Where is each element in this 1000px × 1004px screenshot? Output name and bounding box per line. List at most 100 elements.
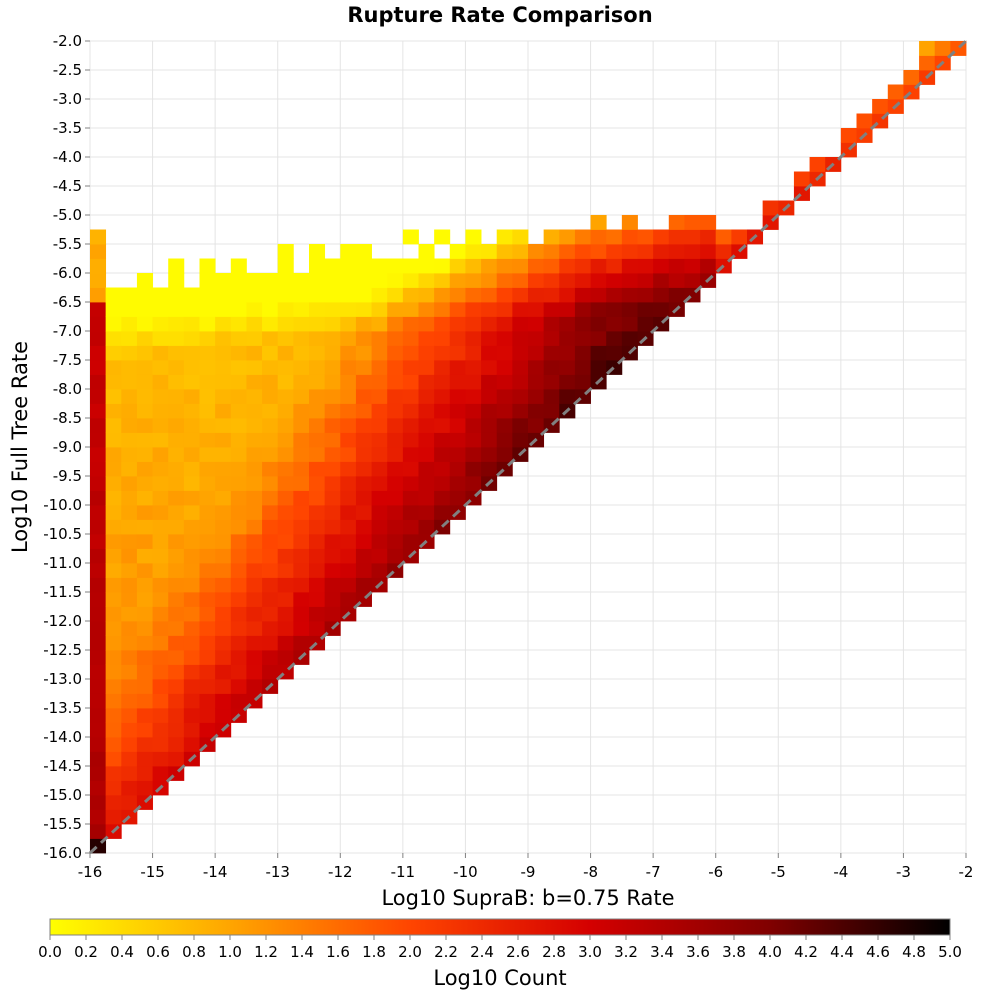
heatmap-cell — [371, 505, 388, 520]
heatmap-cell — [355, 432, 372, 448]
heatmap-cell — [246, 418, 263, 433]
heatmap-cell — [606, 302, 623, 317]
heatmap-cell — [418, 316, 435, 332]
heatmap-cell — [887, 84, 904, 100]
heatmap-cell — [496, 418, 513, 433]
heatmap-cell — [230, 316, 247, 332]
heatmap-cell — [402, 258, 419, 274]
heatmap-cell — [543, 374, 560, 390]
heatmap-cell — [465, 447, 482, 462]
heatmap-cell — [293, 302, 310, 317]
heatmap-cell — [621, 302, 638, 317]
heatmap-cell — [543, 345, 560, 361]
heatmap-cell — [121, 664, 138, 680]
y-tick-label: -12.5 — [43, 641, 82, 659]
heatmap-cell — [246, 432, 263, 448]
x-tick-label: -9 — [521, 863, 536, 881]
y-tick-label: -9.0 — [53, 438, 82, 456]
heatmap-cell — [168, 476, 185, 491]
heatmap-cell — [215, 360, 232, 375]
heatmap-cell — [449, 389, 466, 404]
heatmap-cell — [637, 316, 654, 332]
heatmap-cell — [168, 679, 185, 694]
heatmap-cell — [309, 548, 326, 564]
heatmap-cell — [152, 548, 169, 564]
heatmap-cell — [183, 418, 200, 433]
heatmap-cell — [121, 302, 138, 317]
heatmap-cell — [121, 766, 138, 781]
heatmap-cell — [168, 519, 185, 535]
x-tick-label: -8 — [583, 863, 598, 881]
heatmap-cell — [262, 273, 279, 288]
heatmap-cell — [387, 389, 404, 404]
heatmap-cell — [105, 345, 122, 361]
heatmap-cell — [324, 476, 341, 491]
heatmap-cell — [246, 389, 263, 404]
heatmap-cell — [168, 360, 185, 375]
colorbar-tick-label: 0.4 — [110, 943, 134, 961]
heatmap-cell — [136, 331, 153, 346]
heatmap-cell — [402, 316, 419, 332]
heatmap-cell — [309, 534, 326, 549]
heatmap-cell — [340, 418, 357, 433]
heatmap-cell — [168, 534, 185, 549]
heatmap-cell — [355, 302, 372, 317]
heatmap-cell — [136, 766, 153, 781]
heatmap-cell — [355, 476, 372, 491]
heatmap-cell — [387, 302, 404, 317]
heatmap-cell — [340, 302, 357, 317]
heatmap-cell — [449, 345, 466, 361]
heatmap-cell — [90, 331, 107, 346]
heatmap-cell — [309, 621, 326, 636]
heatmap-cell — [355, 258, 372, 274]
heatmap-cell — [496, 302, 513, 317]
heatmap-cell — [168, 302, 185, 317]
heatmap-cell — [559, 287, 576, 303]
heatmap-cell — [496, 287, 513, 303]
heatmap-cell — [246, 577, 263, 593]
heatmap-cell — [512, 287, 529, 303]
heatmap-cell — [653, 244, 670, 259]
heatmap-cell — [136, 621, 153, 636]
heatmap-cell — [136, 447, 153, 462]
y-tick-label: -11.5 — [43, 583, 82, 601]
heatmap-cell — [355, 548, 372, 564]
heatmap-cell — [215, 679, 232, 694]
heatmap-cell — [105, 708, 122, 723]
heatmap-cell — [574, 273, 591, 288]
heatmap-cell — [465, 258, 482, 274]
heatmap-cell — [574, 229, 591, 245]
heatmap-cell — [183, 505, 200, 520]
heatmap-cell — [168, 447, 185, 462]
heatmap-cell — [105, 548, 122, 564]
heatmap-cell — [136, 780, 153, 796]
heatmap-cell — [152, 650, 169, 665]
heatmap-cell — [277, 534, 294, 549]
heatmap-cell — [496, 229, 513, 245]
heatmap-cell — [418, 374, 435, 390]
heatmap-cell — [715, 244, 732, 259]
heatmap-cell — [168, 563, 185, 578]
heatmap-cell — [121, 751, 138, 767]
y-tick-label: -9.5 — [53, 467, 82, 485]
heatmap-cell — [309, 403, 326, 419]
y-axis-label: Log10 Full Tree Rate — [8, 341, 32, 553]
heatmap-cell — [559, 331, 576, 346]
heatmap-cell — [574, 360, 591, 375]
heatmap-cell — [215, 374, 232, 390]
heatmap-cell — [168, 577, 185, 593]
heatmap-cell — [262, 302, 279, 317]
heatmap-cell — [293, 606, 310, 622]
heatmap-cell — [230, 679, 247, 694]
heatmap-cell — [324, 606, 341, 622]
colorbar-tick-label: 1.2 — [254, 943, 278, 961]
heatmap-cell — [387, 287, 404, 303]
heatmap-cell — [121, 577, 138, 593]
heatmap-cell — [590, 244, 607, 259]
heatmap-cell — [199, 563, 216, 578]
heatmap-cell — [262, 621, 279, 636]
heatmap-cell — [590, 360, 607, 375]
heatmap-cell — [90, 316, 107, 332]
heatmap-cell — [434, 403, 451, 419]
heatmap-cell — [387, 273, 404, 288]
